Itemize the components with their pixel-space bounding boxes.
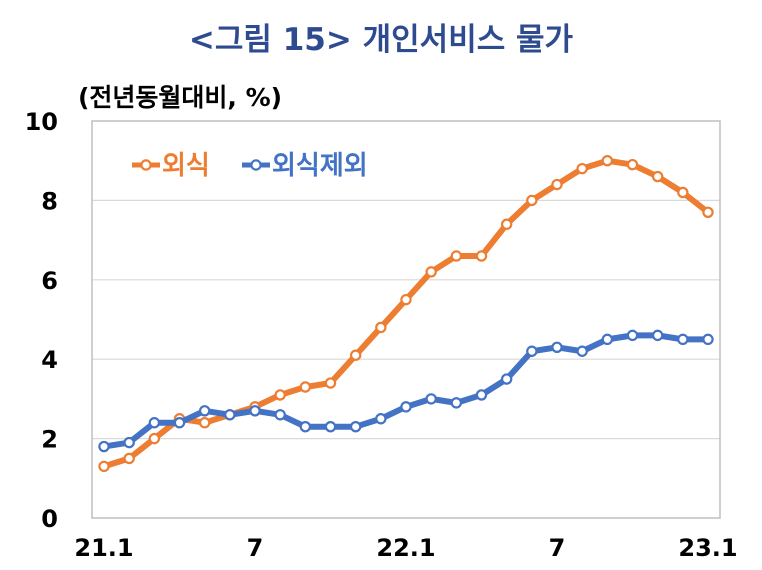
y-tick-label: 6 xyxy=(41,267,58,295)
data-point xyxy=(450,250,463,262)
data-point xyxy=(349,420,362,433)
data-point xyxy=(198,417,211,429)
y-tick-label: 8 xyxy=(41,187,58,215)
data-point xyxy=(576,162,588,175)
x-tick-label: 23.1 xyxy=(678,534,737,562)
data-point xyxy=(198,405,211,417)
series-line xyxy=(101,332,711,450)
data-point xyxy=(651,329,664,342)
data-point xyxy=(324,420,337,433)
y-axis-ticks: 0 2 4 6 8 10 xyxy=(25,108,58,533)
x-tick-label: 7 xyxy=(247,534,264,562)
series-lines xyxy=(98,154,714,473)
y-tick-label: 2 xyxy=(41,426,58,454)
data-point xyxy=(500,373,513,385)
x-tick-label: 21.1 xyxy=(74,534,133,562)
data-point xyxy=(349,349,362,361)
legend-swatch-marker xyxy=(250,159,262,171)
data-point xyxy=(148,417,161,429)
series-1 xyxy=(98,154,714,473)
data-point xyxy=(601,333,614,346)
data-point xyxy=(551,178,563,191)
series-line xyxy=(101,157,711,470)
grid-lines xyxy=(92,199,720,440)
data-point xyxy=(425,393,437,405)
data-point xyxy=(173,417,186,429)
data-point xyxy=(651,170,664,183)
data-point xyxy=(500,218,513,230)
data-point xyxy=(702,333,714,346)
data-point xyxy=(677,186,689,199)
data-point xyxy=(551,341,563,353)
data-point xyxy=(123,452,135,465)
data-point xyxy=(224,409,236,421)
y-axis-unit-label: (전년동월대비, %) xyxy=(78,83,283,112)
data-point xyxy=(450,397,463,409)
legend-label: 외식제외 xyxy=(272,151,368,181)
data-point xyxy=(526,194,538,207)
data-point xyxy=(249,405,261,417)
data-point xyxy=(526,345,538,357)
data-point xyxy=(475,389,488,401)
y-tick-label: 4 xyxy=(41,346,58,374)
data-point xyxy=(677,333,689,346)
data-point xyxy=(375,321,387,334)
data-point xyxy=(98,440,110,453)
x-tick-label: 22.1 xyxy=(376,534,435,562)
data-point xyxy=(324,377,337,389)
legend: 외식 외식제외 xyxy=(132,151,368,181)
data-point xyxy=(274,389,286,401)
data-point xyxy=(274,409,286,421)
x-tick-label: 7 xyxy=(549,534,566,562)
data-point xyxy=(299,420,312,433)
data-point xyxy=(475,250,488,262)
series-2 xyxy=(98,329,714,453)
y-tick-label: 10 xyxy=(25,108,58,136)
data-point xyxy=(400,401,412,413)
legend-item: 외식제외 xyxy=(242,151,368,181)
chart-title: <그림 15> 개인서비스 물가 xyxy=(188,22,574,58)
x-axis-ticks: 21.1 7 22.1 7 23.1 xyxy=(74,534,737,562)
data-point xyxy=(123,436,135,449)
data-point xyxy=(702,206,714,219)
plot-area-frame xyxy=(91,120,721,519)
data-point xyxy=(601,154,614,167)
data-point xyxy=(400,293,412,306)
data-point xyxy=(626,329,639,342)
y-tick-label: 0 xyxy=(41,505,58,533)
data-point xyxy=(375,413,387,425)
data-point xyxy=(576,345,588,357)
legend-item: 외식 xyxy=(132,151,210,181)
data-point xyxy=(98,460,110,473)
data-point xyxy=(148,432,161,445)
data-point xyxy=(425,266,437,278)
data-point xyxy=(299,381,312,393)
data-point xyxy=(626,158,639,171)
legend-label: 외식 xyxy=(162,151,210,181)
legend-swatch-marker xyxy=(140,159,152,171)
